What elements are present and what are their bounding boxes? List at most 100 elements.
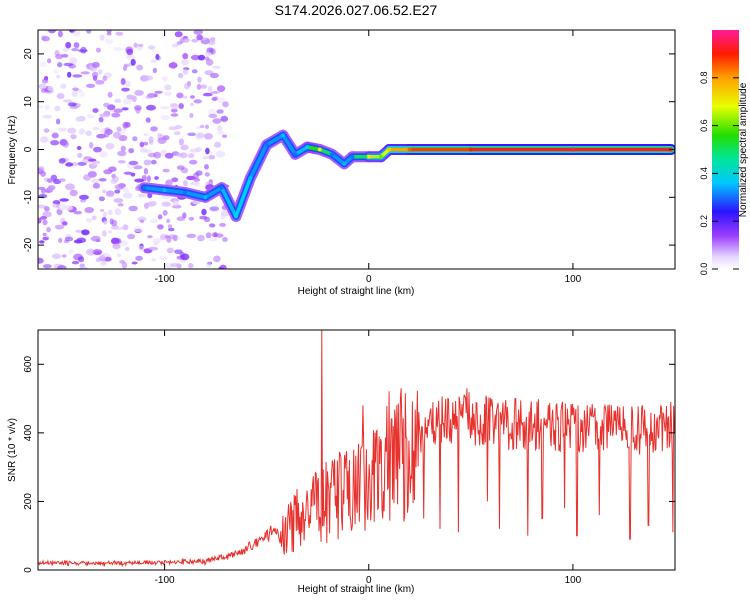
noise-blob [164,84,172,91]
noise-blob [145,95,153,99]
noise-blob [179,37,186,44]
noise-blob [184,82,190,90]
noise-blob [143,141,149,146]
noise-blob [152,67,158,74]
noise-blob [164,235,171,239]
noise-blob [112,176,120,183]
noise-blob [107,209,113,216]
noise-blob [98,69,103,75]
noise-blob [42,237,49,241]
top-y-tick-label: -20 [23,237,34,252]
top-y-tick-label: 10 [23,96,34,108]
noise-blob [60,83,67,89]
ridge-segment [142,185,167,192]
noise-blob [62,99,73,103]
snr-series-line [38,330,675,568]
noise-blob [110,224,119,230]
noise-blob [58,237,63,244]
noise-blob [202,156,209,160]
noise-blob [199,124,205,129]
noise-blob [193,177,201,182]
noise-blob [122,65,128,71]
noise-blob [88,158,97,162]
ridge-point [183,190,187,195]
noise-blob [134,178,145,183]
noise-blob [189,113,194,118]
noise-blob [92,182,100,189]
noise-blob [84,207,94,214]
noise-blob [91,61,100,68]
noise-blob [145,117,151,123]
noise-blob [121,107,129,111]
noise-blob [99,208,105,212]
noise-blob [110,237,120,245]
noise-blob [205,232,212,239]
noise-blob [168,62,178,69]
noise-blob [105,142,115,150]
noise-blob [143,133,149,137]
noise-blob [118,135,128,142]
noise-blob [177,72,184,79]
noise-blob [64,236,74,242]
noise-blob [51,132,59,139]
ridge-segment [264,133,285,147]
noise-blob [38,83,47,90]
noise-blob [164,152,174,159]
noise-blob [203,216,211,223]
noise-blob [69,189,78,197]
noise-blob [194,183,201,188]
noise-blob [38,257,44,264]
top-x-axis-label: Height of straight line (km) [298,286,415,297]
noise-blob [123,171,133,175]
noise-blob [204,164,209,170]
noise-blob [188,216,195,221]
ridge-point [234,214,238,219]
noise-blob [114,184,125,190]
noise-blob [123,187,129,193]
noise-blob [155,53,160,61]
frequency-ridge [138,129,675,222]
noise-blob [117,150,127,157]
noise-blob [125,80,131,88]
noise-blob [155,238,161,244]
noise-blob [137,216,147,222]
noise-blob [182,52,189,60]
noise-blob [79,90,85,98]
ridge-point [248,176,253,181]
noise-blob [208,237,218,242]
noise-blob [202,92,213,97]
noise-blob [157,214,163,220]
ridge-point [317,147,322,152]
noise-blob [48,30,57,34]
noise-blob [187,153,195,159]
noise-blob [188,262,194,269]
noise-blob [175,124,183,130]
noise-blob [167,247,175,253]
noise-blob [147,45,156,50]
noise-blob [134,105,142,111]
noise-blob [213,232,218,238]
noise-blob [61,221,68,226]
noise-blob [154,90,163,94]
noise-blob [62,48,69,52]
noise-blob [38,104,44,109]
noise-blob [204,172,210,177]
noise-blob [86,83,96,88]
noise-blob [71,162,79,167]
noise-blob [63,62,74,67]
noise-blob [93,146,102,153]
noise-blob [143,159,152,166]
noise-blob [183,37,189,43]
top-x-tick-label: 0 [366,274,372,285]
ridge-point [350,154,355,159]
noise-blob [134,89,144,96]
noise-blob [148,203,155,208]
noise-blob [113,47,124,52]
top-y-tick-label: -10 [23,190,34,205]
noise-blob [62,141,70,148]
noise-blob [54,49,60,57]
noise-blob [102,230,107,237]
noise-blob [205,124,209,129]
